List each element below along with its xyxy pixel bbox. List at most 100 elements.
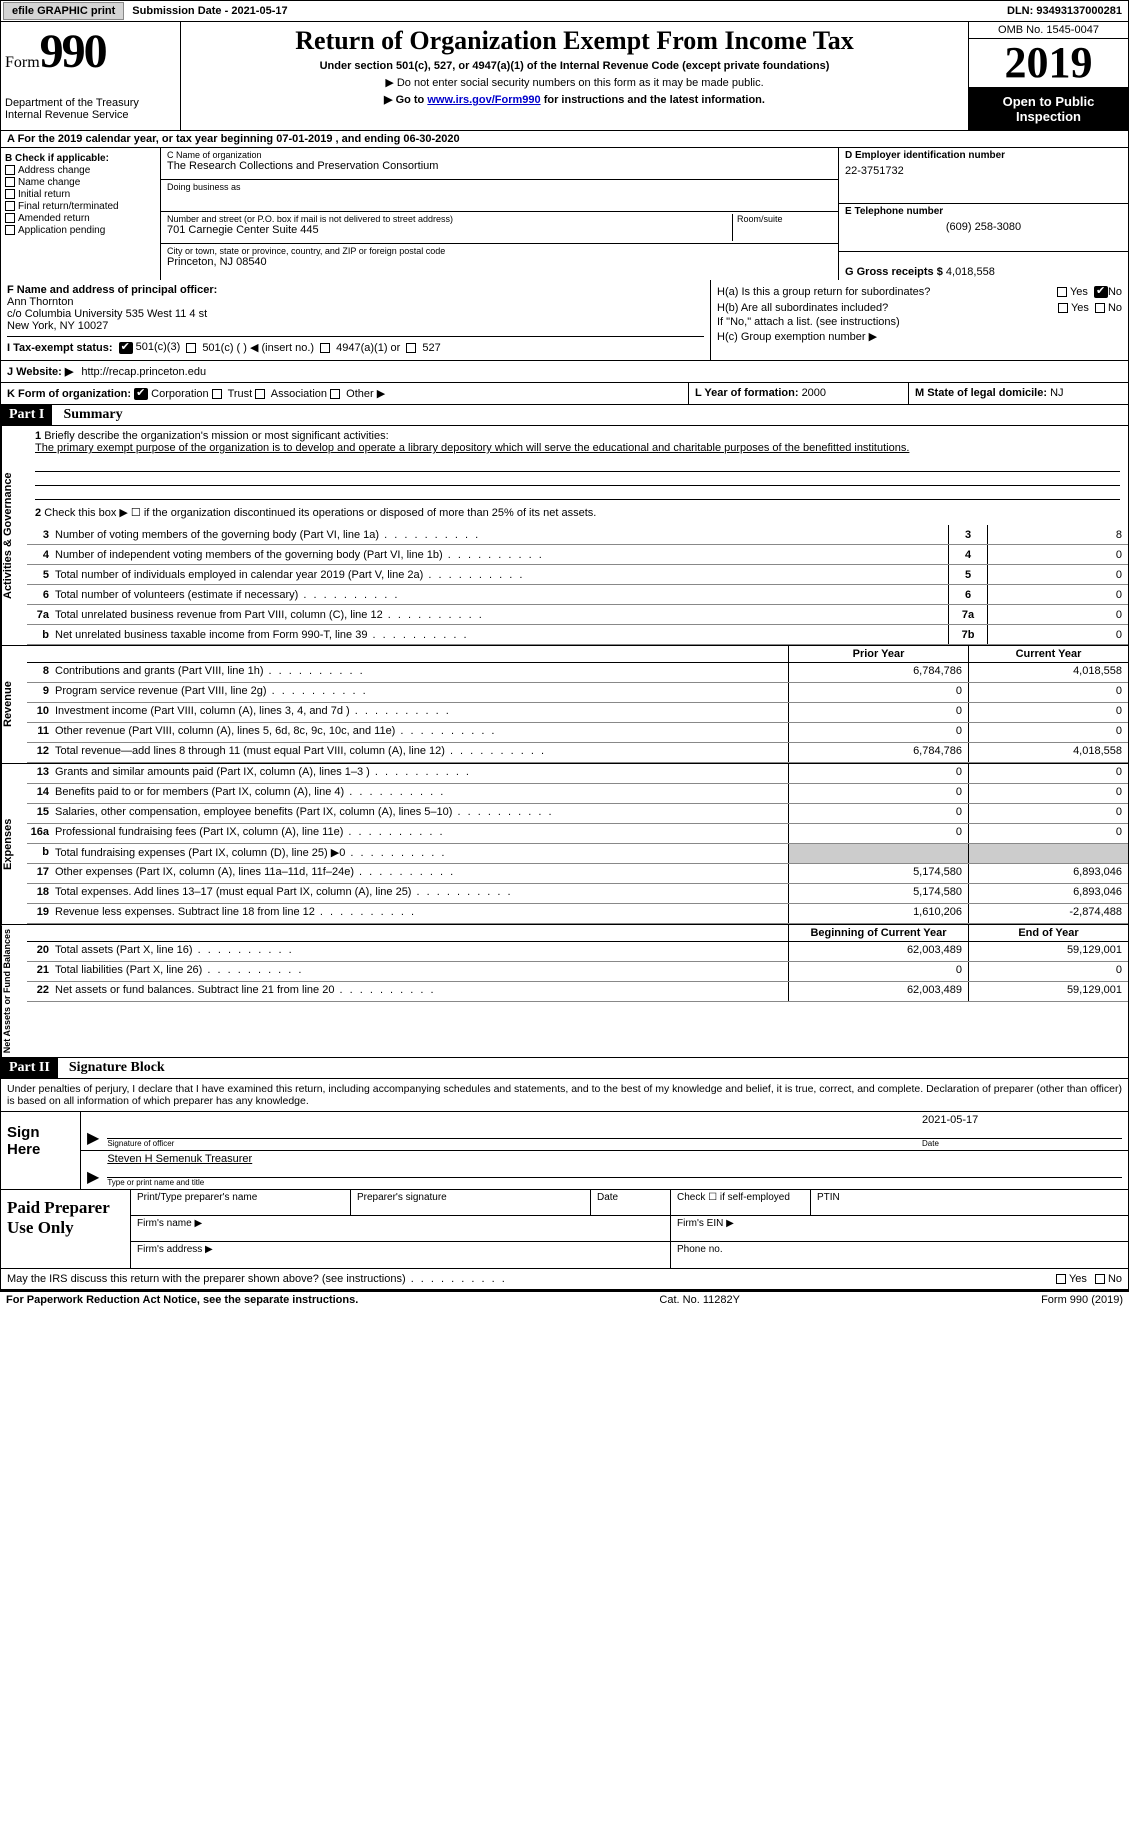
sig-officer-label: Signature of officer [107,1138,922,1148]
ein-label: D Employer identification number [845,150,1122,161]
section-j: J Website: ▶ http://recap.princeton.edu [0,361,1129,383]
officer-addr1: c/o Columbia University 535 West 11 4 st [7,308,704,320]
discuss-no[interactable]: No [1095,1273,1122,1285]
top-bar: efile GRAPHIC print Submission Date - 20… [0,0,1129,22]
summary-line-18: 18Total expenses. Add lines 13–17 (must … [27,884,1128,904]
website-url: http://recap.princeton.edu [81,366,206,378]
gross-receipts-label: G Gross receipts $ [845,266,946,278]
section-activities-governance: Activities & Governance 1 Briefly descri… [0,426,1129,645]
sign-here-label: Sign Here [1,1112,81,1189]
irs-link[interactable]: www.irs.gov/Form990 [427,94,540,106]
part-2-header: Part II Signature Block [0,1058,1129,1079]
efile-print-button[interactable]: efile GRAPHIC print [3,2,124,20]
form-subtitle-3: ▶ Go to www.irs.gov/Form990 for instruct… [185,93,964,106]
form-subtitle-2: ▶ Do not enter social security numbers o… [185,76,964,89]
summary-line-b: bNet unrelated business taxable income f… [27,625,1128,645]
check-corporation[interactable]: Corporation [134,388,209,400]
section-c: C Name of organization The Research Coll… [161,148,838,280]
summary-line-20: 20Total assets (Part X, line 16)62,003,4… [27,942,1128,962]
section-b-header: B Check if applicable: [5,153,156,164]
check-initial-return[interactable]: Initial return [5,189,156,200]
prep-date-header: Date [591,1190,671,1215]
check-amended-return[interactable]: Amended return [5,213,156,224]
paperwork-notice: For Paperwork Reduction Act Notice, see … [6,1294,358,1306]
ha-no[interactable]: No [1094,286,1122,298]
officer-printed-name: Steven H Semenuk Treasurer [107,1153,1122,1165]
section-h-note: If "No," attach a list. (see instruction… [717,316,1122,328]
open-to-public: Open to Public Inspection [969,88,1128,130]
dln: DLN: 93493137000281 [1007,5,1122,17]
vtab-net-assets: Net Assets or Fund Balances [1,925,27,1057]
section-expenses: Expenses 13Grants and similar amounts pa… [0,763,1129,924]
summary-line-3: 3Number of voting members of the governi… [27,525,1128,545]
cat-no: Cat. No. 11282Y [358,1294,1041,1306]
paid-preparer-label: Paid Preparer Use Only [1,1190,131,1268]
omb-number: OMB No. 1545-0047 [969,22,1128,39]
mission-text: The primary exempt purpose of the organi… [35,442,909,454]
addr-label: Number and street (or P.O. box if mail i… [167,214,732,224]
prep-ptin-header: PTIN [811,1190,1128,1215]
part-1-header: Part I Summary [0,405,1129,426]
sig-arrow-icon: ▶ [87,1128,99,1148]
summary-line-12: 12Total revenue—add lines 8 through 11 (… [27,743,1128,763]
form-header: Form990 Department of the Treasury Inter… [0,22,1129,131]
tax-year: 2019 [969,39,1128,88]
form-footer: Form 990 (2019) [1041,1294,1123,1306]
firm-ein-label: Firm's EIN ▶ [671,1216,1128,1241]
check-application-pending[interactable]: Application pending [5,225,156,236]
section-net-assets: Net Assets or Fund Balances Beginning of… [0,924,1129,1058]
summary-line-5: 5Total number of individuals employed in… [27,565,1128,585]
org-name: The Research Collections and Preservatio… [167,160,832,172]
hb-no[interactable]: No [1095,302,1122,314]
sig-arrow-icon-2: ▶ [87,1167,99,1187]
summary-line-11: 11Other revenue (Part VIII, column (A), … [27,723,1128,743]
summary-line-14: 14Benefits paid to or for members (Part … [27,784,1128,804]
blank-line-2 [35,472,1120,486]
ein-value: 22-3751732 [845,165,1122,177]
ha-yes[interactable]: Yes [1057,286,1088,298]
perjury-statement: Under penalties of perjury, I declare th… [0,1079,1129,1112]
line-2: 2 Check this box ▶ ☐ if the organization… [27,500,1128,525]
section-i: I Tax-exempt status: 501(c)(3) 501(c) ( … [7,336,704,356]
summary-line-13: 13Grants and similar amounts paid (Part … [27,764,1128,784]
form-number: Form990 [5,24,176,79]
section-h-a: H(a) Is this a group return for subordin… [717,284,1122,300]
check-4947[interactable]: 4947(a)(1) or [320,342,400,354]
vtab-governance: Activities & Governance [1,426,27,645]
firm-name-label: Firm's name ▶ [131,1216,671,1241]
year-header-net: Beginning of Current Year End of Year [27,925,1128,942]
check-501c3[interactable]: 501(c)(3) [119,341,181,353]
form-title: Return of Organization Exempt From Incom… [185,26,964,56]
sig-date-label: Date [922,1138,1122,1148]
check-final-return[interactable]: Final return/terminated [5,201,156,212]
vtab-revenue: Revenue [1,646,27,763]
check-association[interactable]: Association [255,388,327,400]
city-label: City or town, state or province, country… [167,246,832,256]
blank-line-3 [35,486,1120,500]
check-trust[interactable]: Trust [212,388,253,400]
prep-name-header: Print/Type preparer's name [131,1190,351,1215]
discuss-yes[interactable]: Yes [1056,1273,1087,1285]
section-klm: K Form of organization: Corporation Trus… [0,383,1129,405]
check-name-change[interactable]: Name change [5,177,156,188]
summary-line-10: 10Investment income (Part VIII, column (… [27,703,1128,723]
row-f-h: F Name and address of principal officer:… [0,280,1129,361]
year-header-revenue: Prior Year Current Year [27,646,1128,663]
phone-value: (609) 258-3080 [845,221,1122,233]
hb-yes[interactable]: Yes [1058,302,1089,314]
sig-date-value: 2021-05-17 [922,1114,1122,1126]
dba-label: Doing business as [167,182,832,192]
section-h-c: H(c) Group exemption number ▶ [717,328,1122,345]
summary-line-21: 21Total liabilities (Part X, line 26)00 [27,962,1128,982]
check-address-change[interactable]: Address change [5,165,156,176]
section-m: M State of legal domicile: NJ [908,383,1128,404]
check-527[interactable]: 527 [406,342,440,354]
line-1: 1 Briefly describe the organization's mi… [27,426,1128,458]
check-other[interactable]: Other ▶ [330,388,385,400]
summary-line-9: 9Program service revenue (Part VIII, lin… [27,683,1128,703]
room-label: Room/suite [737,214,832,224]
irs-discuss-row: May the IRS discuss this return with the… [0,1269,1129,1290]
check-501c[interactable]: 501(c) ( ) ◀ (insert no.) [186,341,314,354]
header-grid: B Check if applicable: Address change Na… [0,148,1129,280]
phone-label: E Telephone number [845,206,1122,217]
